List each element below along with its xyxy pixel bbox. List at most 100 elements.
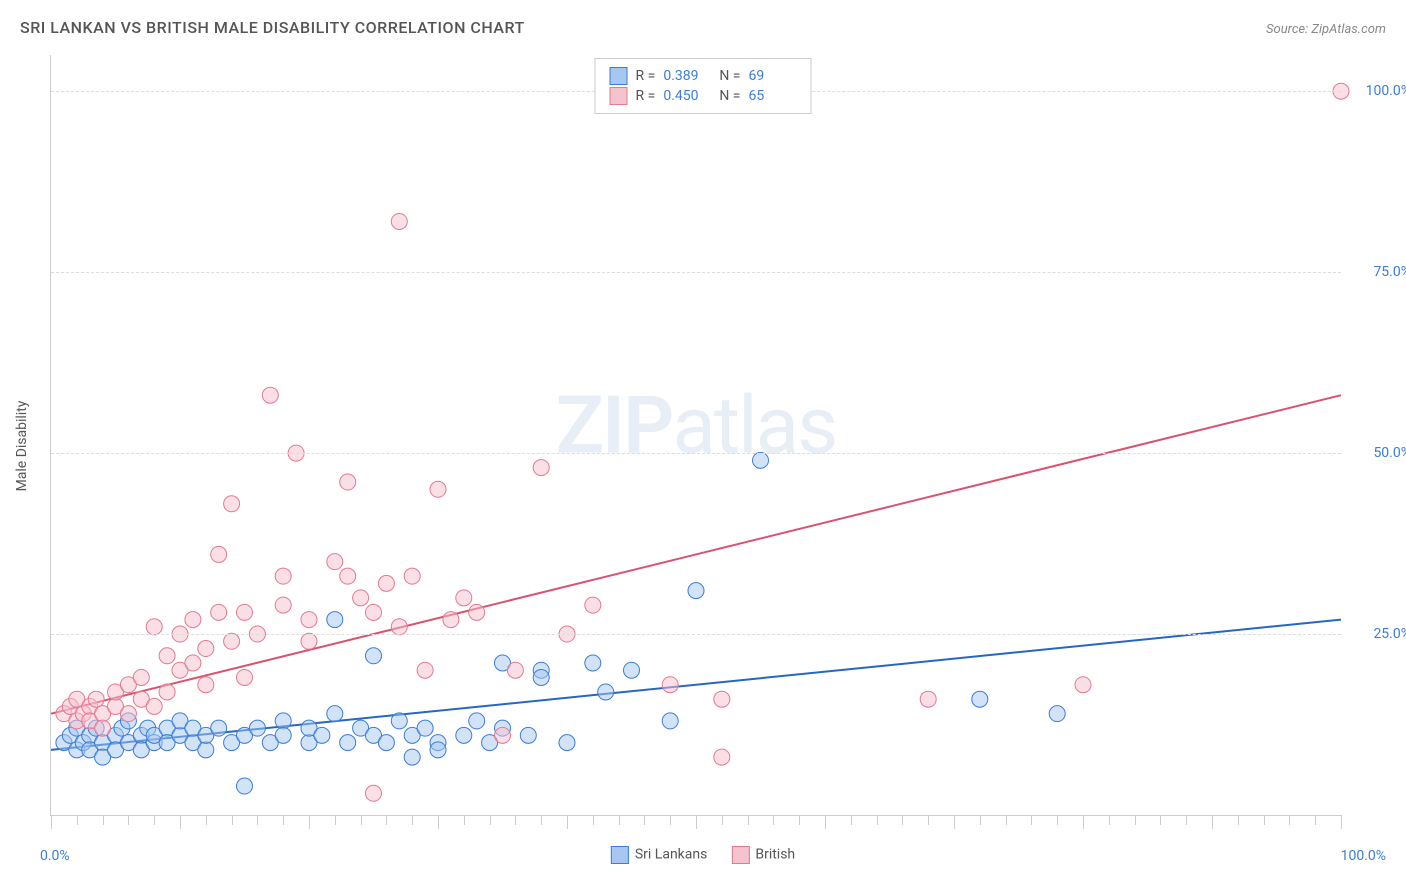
- x-axis-min-label: 0.0%: [40, 848, 70, 864]
- legend-series: Sri Lankans British: [611, 846, 795, 864]
- data-point: [495, 727, 511, 743]
- legend-swatch: [611, 846, 629, 864]
- x-tick-minor: [77, 815, 78, 825]
- data-point: [301, 633, 317, 649]
- data-point: [275, 597, 291, 613]
- chart-title: SRI LANKAN VS BRITISH MALE DISABILITY CO…: [20, 18, 525, 37]
- x-tick-major: [51, 815, 52, 829]
- gridline: [51, 272, 1341, 273]
- x-tick-minor: [1006, 815, 1007, 825]
- data-point: [237, 778, 253, 794]
- data-point: [430, 742, 446, 758]
- data-point: [469, 713, 485, 729]
- data-point: [159, 648, 175, 664]
- x-tick-minor: [877, 815, 878, 825]
- data-point: [430, 481, 446, 497]
- data-point: [417, 662, 433, 678]
- data-point: [340, 474, 356, 490]
- data-point: [133, 669, 149, 685]
- data-point: [378, 575, 394, 591]
- data-point: [714, 749, 730, 765]
- data-point: [146, 698, 162, 714]
- data-point: [249, 720, 265, 736]
- data-point: [198, 641, 214, 657]
- data-point: [507, 662, 523, 678]
- x-tick-minor: [283, 815, 284, 825]
- data-point: [366, 785, 382, 801]
- data-point: [327, 612, 343, 628]
- x-tick-minor: [619, 815, 620, 825]
- gridline: [51, 453, 1341, 454]
- x-tick-minor: [1031, 815, 1032, 825]
- y-axis-label: Male Disability: [14, 401, 30, 492]
- data-point: [598, 684, 614, 700]
- data-point: [224, 496, 240, 512]
- x-tick-minor: [541, 815, 542, 825]
- data-point: [404, 568, 420, 584]
- data-point: [417, 720, 433, 736]
- data-point: [520, 727, 536, 743]
- data-point: [366, 604, 382, 620]
- x-tick-major: [438, 815, 439, 829]
- x-tick-minor: [851, 815, 852, 825]
- x-tick-minor: [773, 815, 774, 825]
- x-tick-major: [309, 815, 310, 829]
- x-tick-minor: [1264, 815, 1265, 825]
- legend-stats-row: R =0.389N =69: [610, 67, 797, 85]
- data-point: [533, 669, 549, 685]
- x-axis-max-label: 100.0%: [1341, 848, 1386, 864]
- data-point: [391, 713, 407, 729]
- x-tick-minor: [361, 815, 362, 825]
- data-point: [211, 546, 227, 562]
- x-tick-minor: [644, 815, 645, 825]
- x-tick-minor: [1160, 815, 1161, 825]
- data-point: [585, 655, 601, 671]
- data-point: [340, 735, 356, 751]
- data-point: [146, 619, 162, 635]
- x-tick-minor: [386, 815, 387, 825]
- x-tick-major: [954, 815, 955, 829]
- data-point: [662, 713, 678, 729]
- legend-stats-row: R =0.450N =65: [610, 87, 797, 105]
- x-tick-minor: [103, 815, 104, 825]
- data-point: [327, 554, 343, 570]
- legend-series-item: British: [731, 846, 795, 864]
- data-point: [198, 677, 214, 693]
- data-point: [314, 727, 330, 743]
- x-tick-minor: [1135, 815, 1136, 825]
- x-tick-minor: [1186, 815, 1187, 825]
- data-point: [378, 735, 394, 751]
- x-tick-minor: [1109, 815, 1110, 825]
- data-point: [624, 662, 640, 678]
- data-point: [120, 706, 136, 722]
- legend-swatch: [610, 87, 628, 105]
- legend-swatch: [731, 846, 749, 864]
- legend-r-value: 0.389: [663, 68, 711, 84]
- data-point: [95, 720, 111, 736]
- data-point: [391, 213, 407, 229]
- data-point: [185, 612, 201, 628]
- data-point: [972, 691, 988, 707]
- x-tick-minor: [722, 815, 723, 825]
- legend-n-label: N =: [719, 88, 740, 104]
- data-point: [237, 669, 253, 685]
- x-tick-minor: [748, 815, 749, 825]
- x-tick-minor: [1315, 815, 1316, 825]
- data-point: [211, 720, 227, 736]
- data-point: [185, 655, 201, 671]
- legend-n-value: 65: [748, 88, 796, 104]
- x-tick-minor: [928, 815, 929, 825]
- y-tick-label: 100.0%: [1351, 83, 1406, 99]
- x-tick-minor: [206, 815, 207, 825]
- x-tick-major: [1212, 815, 1213, 829]
- x-tick-minor: [515, 815, 516, 825]
- source-label: Source: ZipAtlas.com: [1266, 22, 1386, 37]
- legend-series-item: Sri Lankans: [611, 846, 708, 864]
- x-tick-major: [1083, 815, 1084, 829]
- x-tick-minor: [335, 815, 336, 825]
- x-tick-major: [567, 815, 568, 829]
- x-tick-major: [180, 815, 181, 829]
- data-point: [753, 452, 769, 468]
- legend-r-value: 0.450: [663, 88, 711, 104]
- data-point: [159, 684, 175, 700]
